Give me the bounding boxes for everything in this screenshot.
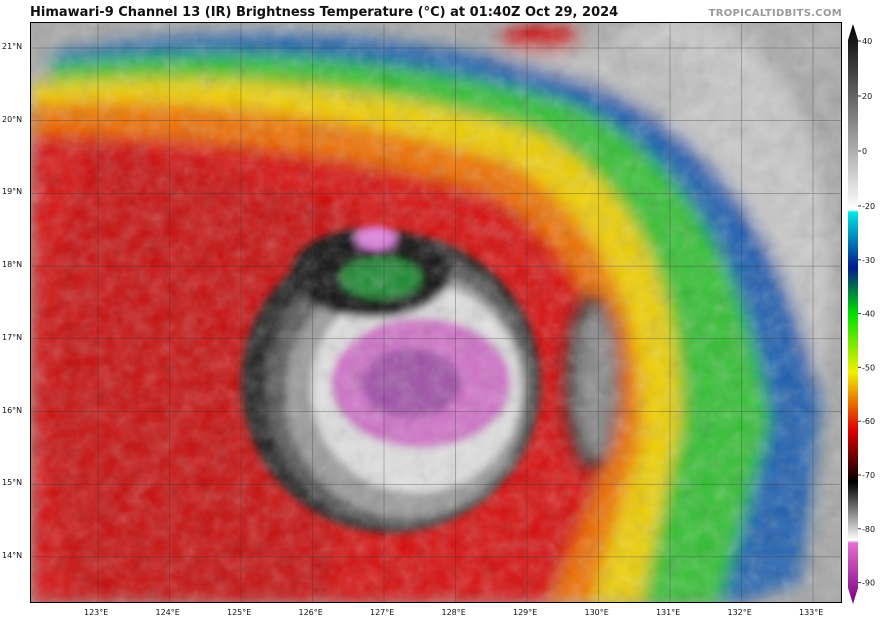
lon-tick-label: 125°E bbox=[227, 608, 252, 617]
colorbar-tick-label: -40 bbox=[862, 310, 875, 319]
colorbar-tick-label: 0 bbox=[862, 147, 867, 156]
lon-tick-label: 131°E bbox=[656, 608, 681, 617]
colorbar-tick-label: 20 bbox=[862, 92, 872, 101]
lat-tick-label: 17°N bbox=[2, 332, 23, 342]
colorbar-tick-label: -70 bbox=[862, 471, 875, 480]
chart-title: Himawari-9 Channel 13 (IR) Brightness Te… bbox=[30, 5, 619, 20]
lat-tick-label: 14°N bbox=[2, 550, 23, 560]
lon-tick-label: 126°E bbox=[298, 608, 323, 617]
lon-tick-label: 132°E bbox=[727, 608, 752, 617]
lat-tick-label: 18°N bbox=[2, 260, 23, 270]
lon-tick-label: 124°E bbox=[155, 608, 180, 617]
colorbar-tick-label: -90 bbox=[862, 579, 875, 588]
colorbar-tick-label: -80 bbox=[862, 525, 875, 534]
satellite-image bbox=[30, 22, 842, 603]
lat-tick-label: 15°N bbox=[2, 478, 23, 488]
lon-tick-label: 129°E bbox=[513, 608, 538, 617]
lat-tick-label: 19°N bbox=[2, 187, 23, 197]
credit-label: TROPICALTIDBITS.COM bbox=[708, 8, 842, 19]
lon-tick-label: 127°E bbox=[370, 608, 395, 617]
lat-tick-label: 21°N bbox=[2, 42, 23, 51]
lon-tick-label: 130°E bbox=[584, 608, 609, 617]
colorbar-tick-label: -30 bbox=[862, 256, 875, 265]
colorbar-tick-label: 40 bbox=[862, 37, 872, 46]
colorbar-tick-label: -20 bbox=[862, 202, 875, 211]
colorbar: 40 20 0 -20 -30 -40 -50 -60 -70 -80 -90 bbox=[848, 24, 875, 604]
lat-tick-label: 16°N bbox=[2, 405, 23, 415]
lon-tick-label: 128°E bbox=[441, 608, 466, 617]
colorbar-tick-label: -60 bbox=[862, 417, 875, 426]
lon-tick-label: 123°E bbox=[84, 608, 109, 617]
lon-tick-label: 133°E bbox=[799, 608, 824, 617]
lat-tick-label: 20°N bbox=[2, 114, 23, 124]
colorbar-tick-label: -50 bbox=[862, 363, 875, 372]
